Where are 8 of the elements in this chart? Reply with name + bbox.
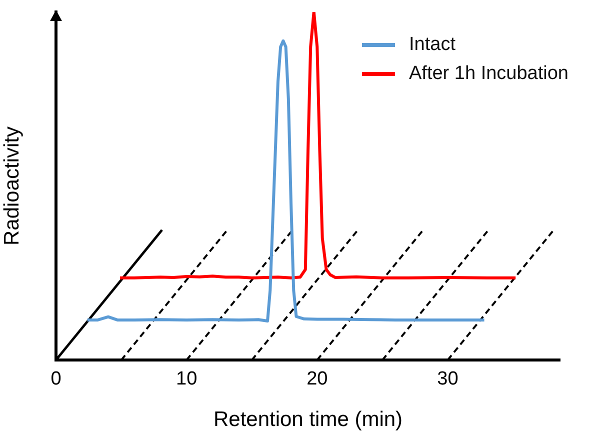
x-tick-label: 20: [306, 368, 328, 390]
x-axis-title: Retention time (min): [213, 408, 403, 432]
x-tick-label: 0: [50, 368, 62, 390]
x-tick-label: 30: [437, 368, 458, 390]
x-tick-label: 10: [176, 368, 198, 390]
legend-label: After 1h Incubation: [409, 62, 568, 84]
y-axis-title: Radioactivity: [0, 126, 24, 246]
legend-label: Intact: [409, 34, 456, 56]
